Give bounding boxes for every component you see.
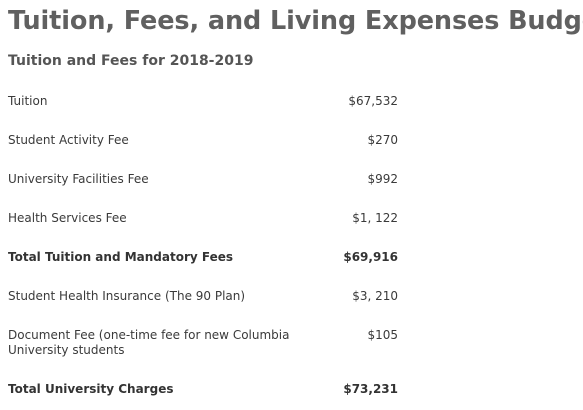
fee-amount: $73,231 — [343, 382, 398, 396]
fee-label: Student Health Insurance (The 90 Plan) — [8, 289, 246, 303]
fee-amount: $105 — [367, 328, 398, 342]
page-title: Tuition, Fees, and Living Expenses Budge… — [8, 6, 583, 36]
fee-label: University Facilities Fee — [8, 172, 149, 186]
fee-label: Health Services Fee — [8, 211, 127, 225]
fee-label: Student Activity Fee — [8, 133, 129, 147]
fee-amount: $992 — [367, 172, 398, 186]
fee-label: Tuition — [8, 94, 48, 108]
table-row-document-fee: Document Fee (one-time fee for new Colum… — [8, 328, 408, 360]
fee-label: Document Fee (one-time fee for new Colum… — [8, 328, 290, 357]
fee-amount: $3, 210 — [352, 289, 398, 303]
fee-label: Total Tuition and Mandatory Fees — [8, 250, 234, 264]
fee-amount: $270 — [367, 133, 398, 147]
fee-amount: $69,916 — [343, 250, 398, 264]
fee-amount: $1, 122 — [352, 211, 398, 225]
fee-label: Total University Charges — [8, 382, 174, 396]
section-title: Tuition and Fees for 2018-2019 — [8, 53, 254, 69]
fee-amount: $67,532 — [348, 94, 398, 108]
